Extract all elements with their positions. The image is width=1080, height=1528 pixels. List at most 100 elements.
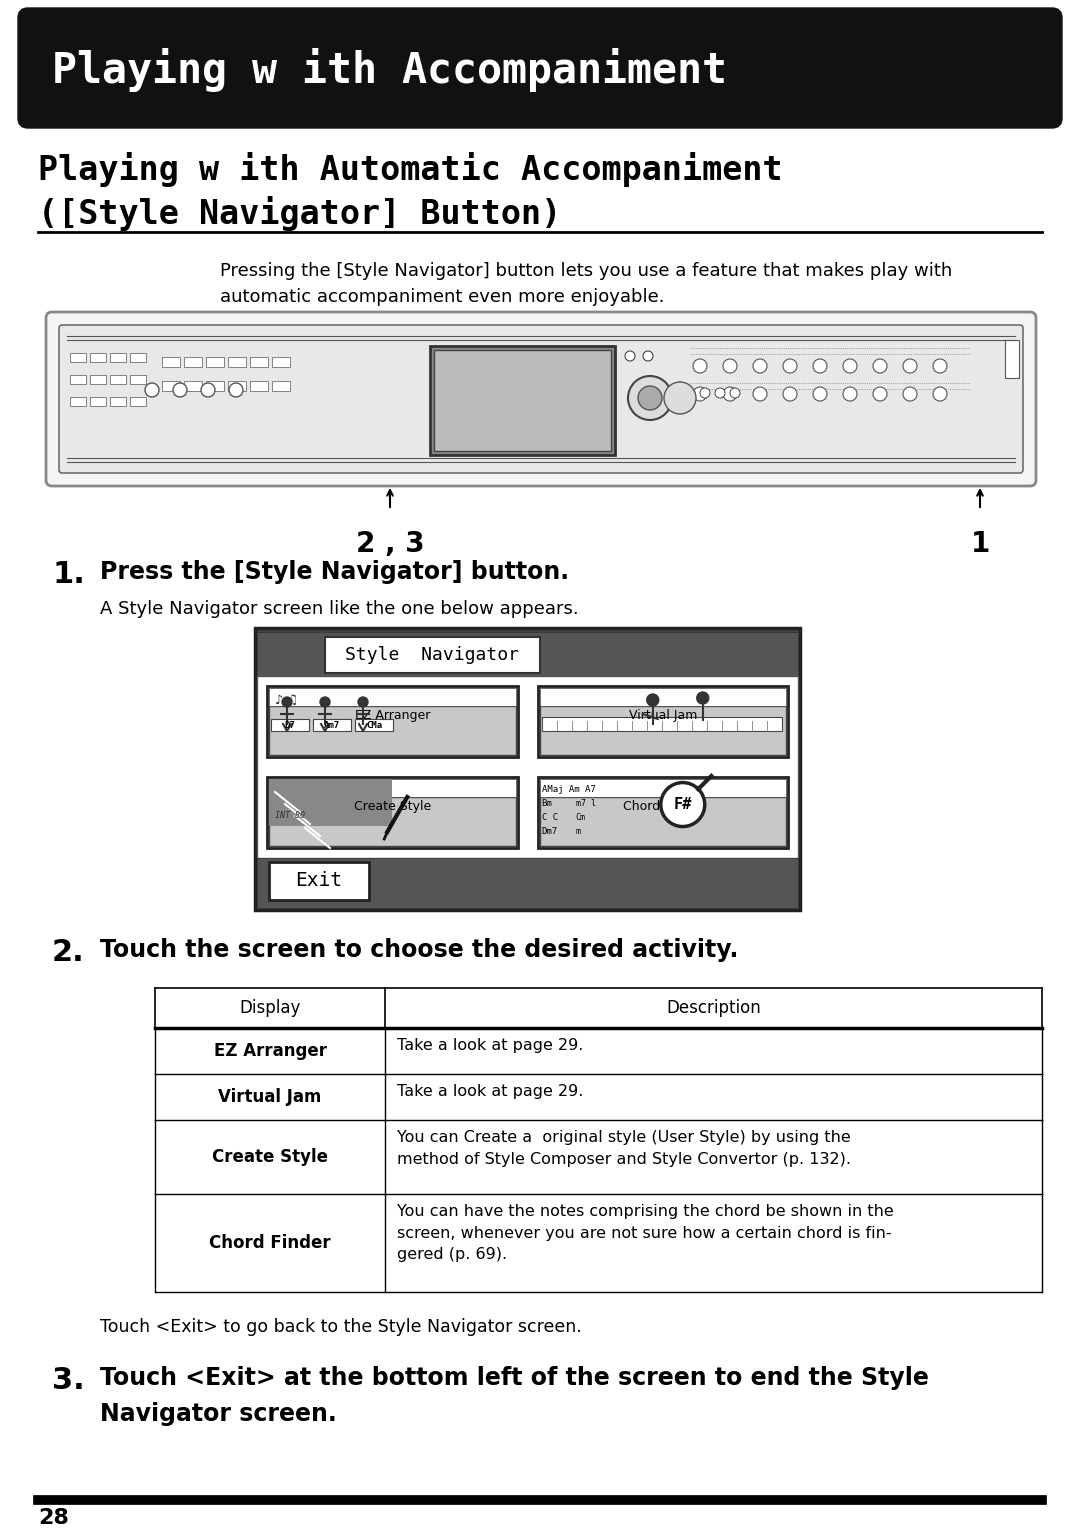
Circle shape — [903, 359, 917, 373]
Circle shape — [229, 384, 243, 397]
Bar — [267, 778, 517, 848]
Bar — [269, 798, 515, 847]
Text: Playing w ith Accompaniment: Playing w ith Accompaniment — [52, 47, 727, 92]
Circle shape — [813, 359, 827, 373]
Text: Cm: Cm — [576, 813, 585, 822]
Circle shape — [693, 359, 707, 373]
Text: Touch <Exit> to go back to the Style Navigator screen.: Touch <Exit> to go back to the Style Nav… — [100, 1319, 582, 1335]
Text: Navigator screen.: Navigator screen. — [100, 1403, 337, 1426]
Text: m: m — [576, 827, 581, 836]
Bar — [355, 720, 393, 730]
Text: INT 80: INT 80 — [275, 811, 305, 821]
Circle shape — [638, 387, 662, 410]
Circle shape — [664, 382, 696, 414]
Text: EZ Arranger: EZ Arranger — [214, 1042, 326, 1060]
Bar — [249, 380, 268, 391]
Text: AMaj Am A7: AMaj Am A7 — [541, 785, 595, 795]
Bar — [269, 862, 369, 900]
Bar — [271, 720, 309, 730]
Bar — [269, 779, 392, 827]
Text: 2 , 3: 2 , 3 — [355, 530, 424, 558]
Bar — [184, 358, 202, 367]
Bar — [540, 706, 786, 755]
Circle shape — [873, 387, 887, 400]
Bar — [255, 628, 800, 911]
Text: CMa: CMa — [366, 721, 382, 729]
Bar — [70, 397, 86, 406]
Bar — [110, 397, 126, 406]
Bar — [257, 675, 798, 859]
Text: ♪ ♫: ♪ ♫ — [275, 694, 298, 707]
Circle shape — [627, 376, 672, 420]
Text: 28: 28 — [38, 1508, 69, 1528]
Bar — [90, 353, 106, 362]
Bar — [90, 397, 106, 406]
Circle shape — [643, 351, 653, 361]
Bar — [538, 778, 788, 848]
Text: F#: F# — [674, 798, 692, 811]
Circle shape — [843, 387, 858, 400]
Bar — [110, 374, 126, 384]
Bar — [269, 706, 515, 755]
Bar — [206, 380, 224, 391]
Circle shape — [873, 359, 887, 373]
Text: You can Create a  original style (User Style) by using the
method of Style Compo: You can Create a original style (User St… — [397, 1131, 851, 1166]
Bar — [70, 353, 86, 362]
Text: automatic accompaniment even more enjoyable.: automatic accompaniment even more enjoya… — [220, 287, 664, 306]
Circle shape — [201, 384, 215, 397]
Text: Bm: Bm — [541, 799, 552, 808]
Bar — [1005, 341, 1020, 377]
Bar — [110, 353, 126, 362]
FancyBboxPatch shape — [46, 312, 1036, 486]
Text: Style  Navigator: Style Navigator — [345, 646, 519, 665]
Bar — [130, 374, 146, 384]
Text: Chord Finder: Chord Finder — [623, 801, 703, 813]
Bar — [184, 380, 202, 391]
FancyBboxPatch shape — [59, 325, 1023, 474]
Bar — [228, 380, 246, 391]
Circle shape — [625, 351, 635, 361]
Circle shape — [753, 359, 767, 373]
Circle shape — [173, 384, 187, 397]
Circle shape — [647, 694, 659, 706]
Text: Display: Display — [240, 999, 300, 1018]
Text: Virtual Jam: Virtual Jam — [218, 1088, 322, 1106]
Text: EZ Arranger: EZ Arranger — [354, 709, 430, 723]
Bar — [70, 374, 86, 384]
Bar — [538, 686, 788, 756]
Text: Description: Description — [666, 999, 761, 1018]
Text: Playing w ith Automatic Accompaniment: Playing w ith Automatic Accompaniment — [38, 151, 783, 186]
Bar — [540, 688, 786, 706]
Bar — [269, 688, 515, 706]
Bar — [257, 633, 798, 675]
Circle shape — [320, 697, 330, 707]
Bar — [162, 380, 180, 391]
Bar — [228, 358, 246, 367]
Circle shape — [783, 359, 797, 373]
Text: 2.: 2. — [52, 938, 84, 967]
Text: C C: C C — [541, 813, 557, 822]
Circle shape — [813, 387, 827, 400]
Circle shape — [933, 387, 947, 400]
Circle shape — [700, 388, 710, 397]
Circle shape — [697, 692, 708, 704]
Text: ([Style Navigator] Button): ([Style Navigator] Button) — [38, 196, 562, 231]
Circle shape — [715, 388, 725, 397]
Circle shape — [145, 384, 159, 397]
Circle shape — [933, 359, 947, 373]
Text: You can have the notes comprising the chord be shown in the
screen, whenever you: You can have the notes comprising the ch… — [397, 1204, 894, 1262]
Text: Chord Finder: Chord Finder — [210, 1235, 330, 1251]
Bar — [540, 779, 786, 798]
Text: m7 l: m7 l — [576, 799, 595, 808]
Bar — [541, 717, 782, 730]
Bar — [206, 358, 224, 367]
Text: Dm7: Dm7 — [541, 827, 557, 836]
Text: 1: 1 — [970, 530, 989, 558]
Bar — [130, 353, 146, 362]
Circle shape — [357, 697, 368, 707]
Bar — [257, 859, 798, 908]
Bar — [434, 350, 611, 451]
Circle shape — [753, 387, 767, 400]
Bar — [269, 779, 515, 798]
Circle shape — [783, 387, 797, 400]
